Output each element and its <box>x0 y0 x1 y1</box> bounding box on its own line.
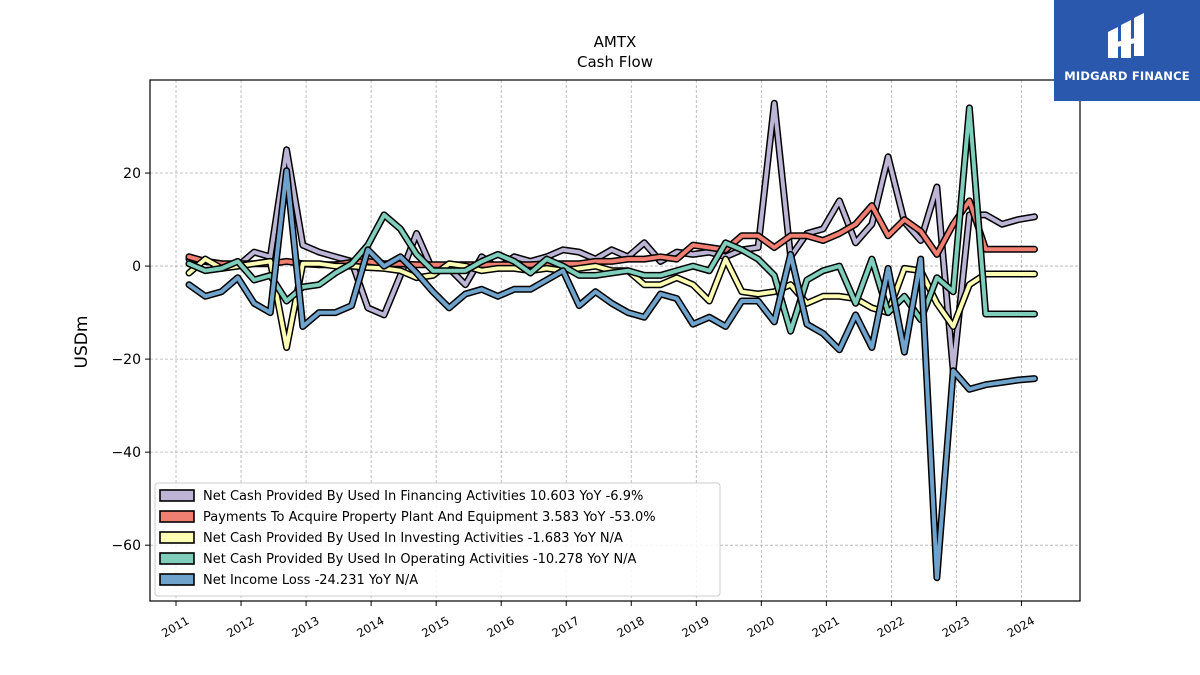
chart-subtitle: Cash Flow <box>577 53 653 71</box>
series-line <box>185 197 1038 269</box>
series-lines <box>185 99 1038 582</box>
y-axis-label: USDm <box>72 316 92 369</box>
legend-item: Net Income Loss -24.231 YoY N/A <box>159 573 418 588</box>
logo-mark-icon <box>1108 13 1144 58</box>
x-tick-label: 2014 <box>354 613 386 640</box>
x-tick-label: 2012 <box>224 613 256 640</box>
legend-label: Net Cash Provided By Used In Financing A… <box>203 489 643 504</box>
x-tick-label: 2019 <box>679 613 711 640</box>
legend-item: Net Cash Provided By Used In Financing A… <box>159 489 643 504</box>
legend-item: Net Cash Provided By Used In Operating A… <box>159 552 637 567</box>
y-tick-label: 20 <box>123 166 141 182</box>
x-tick-label: 2017 <box>549 613 581 640</box>
x-tick-label: 2023 <box>940 613 972 640</box>
legend-label: Net Cash Provided By Used In Operating A… <box>203 552 637 567</box>
legend-swatch <box>159 531 195 544</box>
legend-swatch <box>159 510 195 523</box>
legend-swatch <box>159 489 195 502</box>
legend-item: Net Cash Provided By Used In Investing A… <box>159 531 623 546</box>
legend-label: Payments To Acquire Property Plant And E… <box>203 510 656 525</box>
x-tick-label: 2011 <box>159 613 191 640</box>
y-tick-label: −20 <box>111 352 141 368</box>
legend-swatch <box>159 573 195 586</box>
series-stroke <box>187 101 1037 373</box>
series-line <box>185 167 1038 582</box>
x-tick-label: 2020 <box>744 613 776 640</box>
x-axis-ticks: 2011 2012 2013 2014 2015 2016 2017 2018 2019 2020… <box>159 601 1037 640</box>
x-tick-label: 2015 <box>419 613 451 640</box>
x-tick-label: 2021 <box>810 613 842 640</box>
series-outline <box>185 197 1038 269</box>
y-tick-label: −40 <box>111 445 141 461</box>
chart-title: AMTX <box>594 33 637 51</box>
legend-box <box>154 482 721 597</box>
series-stroke <box>187 168 1037 580</box>
plot-frame <box>149 79 1081 602</box>
x-tick-label: 2024 <box>1005 613 1037 640</box>
logo-text: MIDGARD FINANCE <box>1064 69 1190 83</box>
x-tick-label: 2022 <box>875 613 907 640</box>
x-tick-label: 2018 <box>614 613 646 640</box>
legend-label: Net Income Loss -24.231 YoY N/A <box>203 573 418 588</box>
y-axis-ticks: 20 0 −20 −40 −60 <box>111 166 150 554</box>
legend-swatch <box>159 552 195 565</box>
x-tick-label: 2016 <box>484 613 516 640</box>
y-tick-label: −60 <box>111 538 141 554</box>
legend-item: Payments To Acquire Property Plant And E… <box>159 510 656 525</box>
y-tick-label: 0 <box>132 259 141 275</box>
legend: Net Cash Provided By Used In Financing A… <box>154 482 721 597</box>
midgard-finance-logo: MIDGARD FINANCE <box>1054 0 1200 101</box>
x-tick-label: 2013 <box>289 613 321 640</box>
legend-label: Net Cash Provided By Used In Investing A… <box>203 531 623 546</box>
series-stroke <box>187 198 1037 267</box>
series-line <box>185 99 1038 375</box>
